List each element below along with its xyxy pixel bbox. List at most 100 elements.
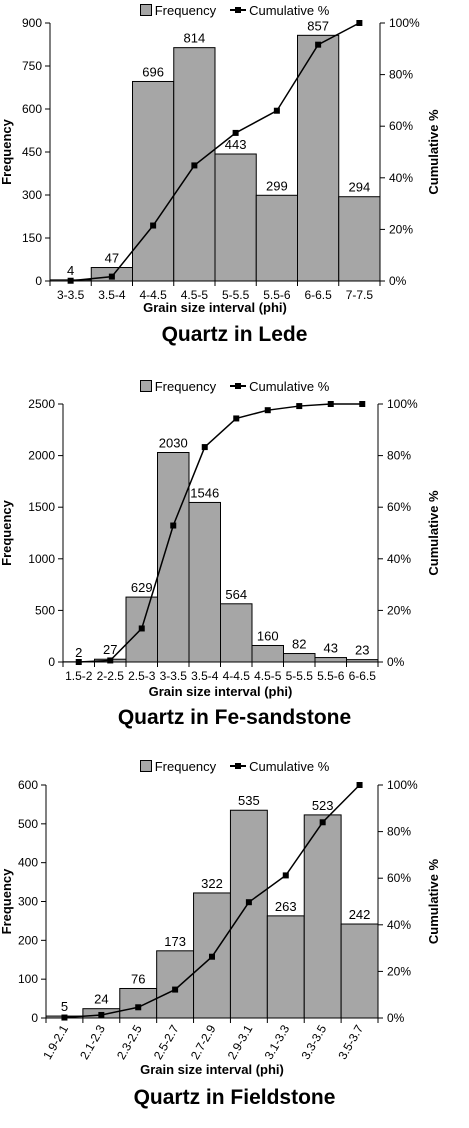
- cumulative-point: [265, 407, 271, 413]
- cumulative-point: [61, 1015, 67, 1021]
- y2-tick-label: 20%: [387, 964, 411, 978]
- cumulative-point: [202, 444, 208, 450]
- y-tick-label: 450: [22, 145, 42, 159]
- x-tick-label: 3.5-4: [191, 669, 219, 683]
- cumulative-point: [98, 1012, 104, 1018]
- y2-tick-label: 20%: [387, 603, 411, 617]
- x-tick-label: 2.9-3.1: [225, 1022, 256, 1062]
- y2-tick-label: 60%: [387, 871, 411, 885]
- bar: [158, 453, 190, 662]
- x-tick-label: 6-6.5: [349, 669, 377, 683]
- x-tick-label: 3.1-3.3: [262, 1022, 293, 1062]
- y-tick-label: 0: [35, 274, 42, 288]
- x-tick-label: 1.5-2: [65, 669, 93, 683]
- x-tick-label: 2-2.5: [97, 669, 125, 683]
- bar: [133, 81, 174, 281]
- x-tick-label: 2.1-2.3: [77, 1022, 108, 1062]
- y-tick-label: 750: [22, 59, 42, 73]
- cumulative-point: [135, 1004, 141, 1010]
- cumulative-point: [296, 403, 302, 409]
- chart-title: Quartz in Fieldstone: [0, 1086, 469, 1110]
- bar: [341, 924, 378, 1018]
- bar-value-label: 696: [142, 64, 164, 79]
- y-tick-label: 2500: [28, 397, 55, 411]
- cumulative-point: [357, 782, 363, 788]
- bar-value-label: 5: [61, 999, 68, 1014]
- chart-svg-lede: 4476968144432998572940150300450600750900…: [0, 0, 469, 372]
- cumulative-point: [328, 401, 334, 407]
- bar-value-label: 242: [349, 907, 371, 922]
- cumulative-point: [246, 899, 252, 905]
- cumulative-point: [274, 108, 280, 114]
- y-tick-label: 0: [48, 655, 55, 669]
- y-tick-label: 1500: [28, 500, 55, 514]
- y-tick-label: 300: [22, 188, 42, 202]
- bar-value-label: 535: [238, 793, 260, 808]
- y-tick-label: 2000: [28, 449, 55, 463]
- bar-value-label: 294: [349, 180, 371, 195]
- x-tick-label: 3-3.5: [57, 288, 85, 302]
- x-tick-label: 3.5-3.7: [335, 1022, 366, 1062]
- y2-tick-label: 60%: [389, 119, 413, 133]
- y-axis-title: Frequency: [0, 118, 14, 185]
- bar-value-label: 564: [225, 587, 247, 602]
- bar: [230, 810, 267, 1018]
- y-tick-label: 150: [22, 231, 42, 245]
- y2-axis-title: Cumulative %: [426, 109, 441, 195]
- x-tick-label: 2.3-2.5: [114, 1022, 145, 1062]
- y2-tick-label: 80%: [387, 449, 411, 463]
- bar-value-label: 24: [94, 992, 108, 1007]
- y-tick-label: 600: [22, 102, 42, 116]
- chart-title: Quartz in Fe-sandstone: [0, 706, 469, 730]
- bar: [267, 916, 304, 1018]
- bar-value-label: 523: [312, 798, 334, 813]
- bar-value-label: 82: [292, 637, 306, 652]
- x-tick-label: 5-5.5: [286, 669, 314, 683]
- chart-title: Quartz in Lede: [0, 323, 469, 347]
- y-tick-label: 500: [18, 817, 38, 831]
- cumulative-point: [359, 401, 365, 407]
- cumulative-point: [109, 274, 115, 280]
- bar: [120, 988, 157, 1018]
- y-tick-label: 900: [22, 16, 42, 30]
- x-tick-label: 2.5-3: [128, 669, 156, 683]
- y2-tick-label: 0%: [387, 1011, 405, 1025]
- bar: [256, 195, 297, 281]
- bar: [284, 654, 316, 662]
- bar: [252, 645, 284, 662]
- cumulative-point: [283, 872, 289, 878]
- bar-value-label: 76: [131, 971, 145, 986]
- x-tick-label: 1.9-2.1: [40, 1022, 71, 1062]
- bar-value-label: 4: [67, 263, 74, 278]
- bar: [304, 815, 341, 1018]
- y2-tick-label: 0%: [387, 655, 405, 669]
- bar-value-label: 263: [275, 899, 297, 914]
- y2-tick-label: 40%: [389, 171, 413, 185]
- y-tick-label: 100: [18, 972, 38, 986]
- y2-tick-label: 100%: [389, 16, 420, 30]
- cumulative-point: [356, 20, 362, 26]
- bar: [339, 197, 380, 281]
- cumulative-point: [191, 162, 197, 168]
- x-tick-label: 3-3.5: [160, 669, 188, 683]
- y2-axis-title: Cumulative %: [426, 490, 441, 576]
- y2-tick-label: 80%: [387, 825, 411, 839]
- bar-value-label: 322: [201, 876, 223, 891]
- y2-tick-label: 100%: [387, 397, 418, 411]
- bar-value-label: 173: [164, 934, 186, 949]
- cumulative-point: [76, 659, 82, 665]
- x-tick-label: 3.5-4: [98, 288, 126, 302]
- y2-tick-label: 80%: [389, 68, 413, 82]
- y-tick-label: 200: [18, 933, 38, 947]
- x-tick-label: 6-6.5: [304, 288, 332, 302]
- bar-value-label: 814: [184, 31, 206, 46]
- x-tick-label: 7-7.5: [346, 288, 374, 302]
- y-tick-label: 400: [18, 856, 38, 870]
- bar: [221, 604, 253, 662]
- bar-value-label: 2: [75, 645, 82, 660]
- bar-value-label: 629: [131, 580, 153, 595]
